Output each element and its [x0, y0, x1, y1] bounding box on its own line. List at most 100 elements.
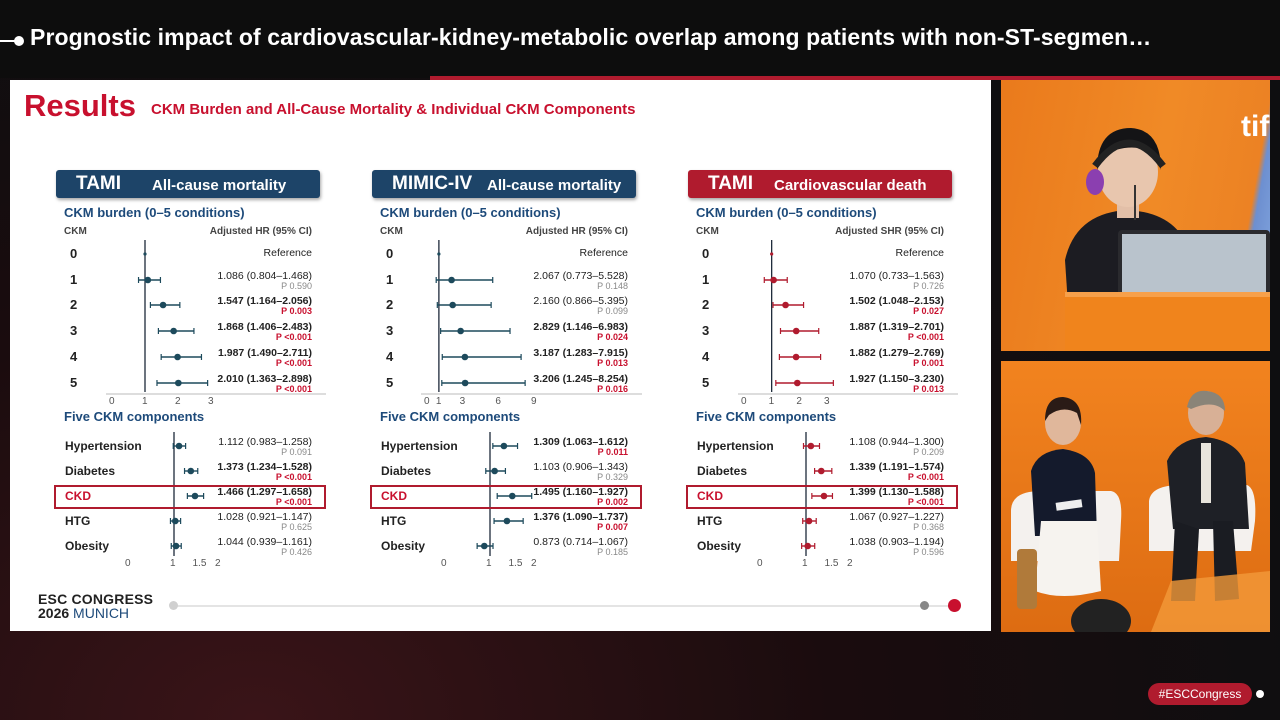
title-accent-bar — [430, 76, 1280, 80]
burden-estimate-text: 1.868 (1.406–2.483) — [217, 321, 312, 333]
component-p-value: P 0.329 — [597, 472, 628, 482]
components-axis-tick: 1.5 — [508, 558, 523, 569]
burden-point — [794, 379, 801, 387]
burden-row-label: 3 — [702, 323, 710, 338]
burden-estimate-text: 1.882 (1.279–2.769) — [849, 347, 944, 359]
hashtag-badge: #ESCCongress — [1148, 683, 1252, 705]
components-axis-tick: 0 — [125, 558, 131, 569]
burden-row-label: 4 — [386, 349, 394, 364]
burden-estimate-text: Reference — [895, 247, 944, 259]
component-p-value: P 0.368 — [913, 522, 944, 532]
component-p-value: P 0.185 — [597, 547, 628, 557]
burden-p-value: P 0.013 — [597, 358, 628, 368]
burden-estimate-text: 1.987 (1.490–2.711) — [218, 347, 312, 359]
burden-row-label: 1 — [702, 272, 710, 287]
component-row-label: Obesity — [65, 539, 110, 553]
panel-cohort-name: TAMI — [708, 173, 754, 194]
component-estimate-text: 0.873 (0.714–1.067) — [533, 536, 628, 548]
esc-logo-sub: 2026 MUNICH — [38, 605, 129, 621]
esc-logo: ESC CONGRESS — [38, 591, 154, 607]
burden-row-label: 4 — [70, 349, 78, 364]
burden-point — [170, 327, 177, 335]
component-point — [508, 492, 516, 500]
components-section-title: Five CKM components — [380, 409, 521, 424]
ckd-highlight-box — [686, 485, 958, 509]
component-p-value: P 0.426 — [281, 547, 312, 557]
component-row-label: CKD — [697, 489, 723, 503]
burden-point — [159, 301, 167, 309]
burden-reference-point — [770, 252, 774, 256]
components-axis-tick: 2 — [847, 558, 853, 569]
component-row-label: Diabetes — [65, 464, 116, 478]
component-estimate-text: 1.309 (1.063–1.612) — [533, 436, 628, 448]
burden-estimate-text: 2.067 (0.773–5.528) — [533, 270, 628, 282]
column-header-estimate: Adjusted HR (95% CI) — [209, 226, 312, 237]
burden-p-value: P 0.013 — [913, 384, 944, 394]
panel-header: MIMIC-IV All-cause mortality — [372, 170, 636, 198]
component-point — [500, 442, 508, 450]
burden-p-value: P <0.001 — [275, 384, 312, 394]
burden-axis-tick: 1 — [768, 396, 775, 407]
burden-point — [175, 379, 182, 387]
component-point — [191, 492, 199, 500]
burden-row-label: 3 — [70, 323, 78, 338]
component-p-value: P 0.596 — [913, 547, 944, 557]
column-header-estimate: Adjusted SHR (95% CI) — [835, 226, 944, 237]
burden-estimate-text: 2.160 (0.866–5.395) — [533, 295, 628, 307]
components-section-title: Five CKM components — [696, 409, 837, 424]
column-header-ckm: CKM — [696, 226, 719, 237]
burden-reference-point — [143, 252, 147, 256]
burden-point — [782, 301, 789, 309]
presenter-camera-feed: tifi — [1001, 80, 1270, 351]
burden-point — [449, 301, 456, 309]
burden-row-label: 3 — [386, 323, 394, 338]
presenter-figure — [1065, 128, 1270, 351]
burden-p-value: P 0.001 — [913, 358, 944, 368]
burden-row-label: 0 — [702, 246, 710, 261]
component-row-label: Obesity — [697, 539, 742, 553]
burden-section-title: CKM burden (0–5 conditions) — [696, 205, 877, 220]
component-point — [820, 492, 828, 500]
burden-row-label: 1 — [70, 272, 78, 287]
component-point — [187, 467, 195, 475]
component-point — [491, 467, 498, 475]
component-estimate-text: 1.373 (1.234–1.528) — [217, 461, 312, 473]
panel-header: TAMI Cardiovascular death — [688, 170, 952, 198]
component-p-value: P <0.001 — [275, 472, 312, 482]
components-axis-tick: 1.5 — [824, 558, 839, 569]
burden-axis-tick: 3 — [208, 396, 214, 407]
esc-logo-city: MUNICH — [73, 605, 130, 621]
burden-point — [448, 276, 455, 284]
component-row-label: CKD — [381, 489, 407, 503]
burden-row-label: 4 — [702, 349, 710, 364]
burden-point — [461, 353, 469, 361]
component-point — [503, 517, 511, 525]
title-bar: Prognostic impact of cardiovascular-kidn… — [0, 0, 1280, 78]
components-axis-tick: 1 — [170, 558, 176, 569]
component-estimate-text: 1.108 (0.944–1.300) — [849, 436, 944, 448]
burden-estimate-text: 1.086 (0.804–1.468) — [217, 270, 312, 282]
burden-row-label: 2 — [70, 297, 78, 312]
hashtag-dot — [1256, 690, 1264, 698]
components-axis-tick: 2 — [531, 558, 537, 569]
forest-panel-2: TAMI Cardiovascular death CKM burden (0–5 … — [680, 170, 980, 570]
burden-axis-tick: 3 — [459, 396, 466, 407]
burden-point — [792, 327, 800, 335]
burden-row-label: 0 — [386, 246, 394, 261]
component-row-label: Hypertension — [381, 439, 458, 453]
slide-progress-current — [948, 599, 961, 612]
component-p-value: P 0.209 — [913, 447, 944, 457]
panel-outcome-label: All-cause mortality — [487, 177, 622, 194]
burden-p-value: P 0.726 — [913, 281, 944, 291]
component-point — [805, 517, 813, 525]
components-axis-tick: 0 — [441, 558, 447, 569]
burden-point — [461, 379, 469, 387]
component-row-label: Diabetes — [381, 464, 432, 478]
column-header-estimate: Adjusted HR (95% CI) — [525, 226, 628, 237]
component-point — [804, 542, 812, 550]
burden-row-label: 2 — [702, 297, 710, 312]
burden-p-value: P 0.016 — [597, 384, 628, 394]
burden-reference-point — [437, 252, 441, 256]
burden-p-value: P 0.024 — [597, 332, 628, 342]
panelist-figures — [1001, 361, 1270, 632]
